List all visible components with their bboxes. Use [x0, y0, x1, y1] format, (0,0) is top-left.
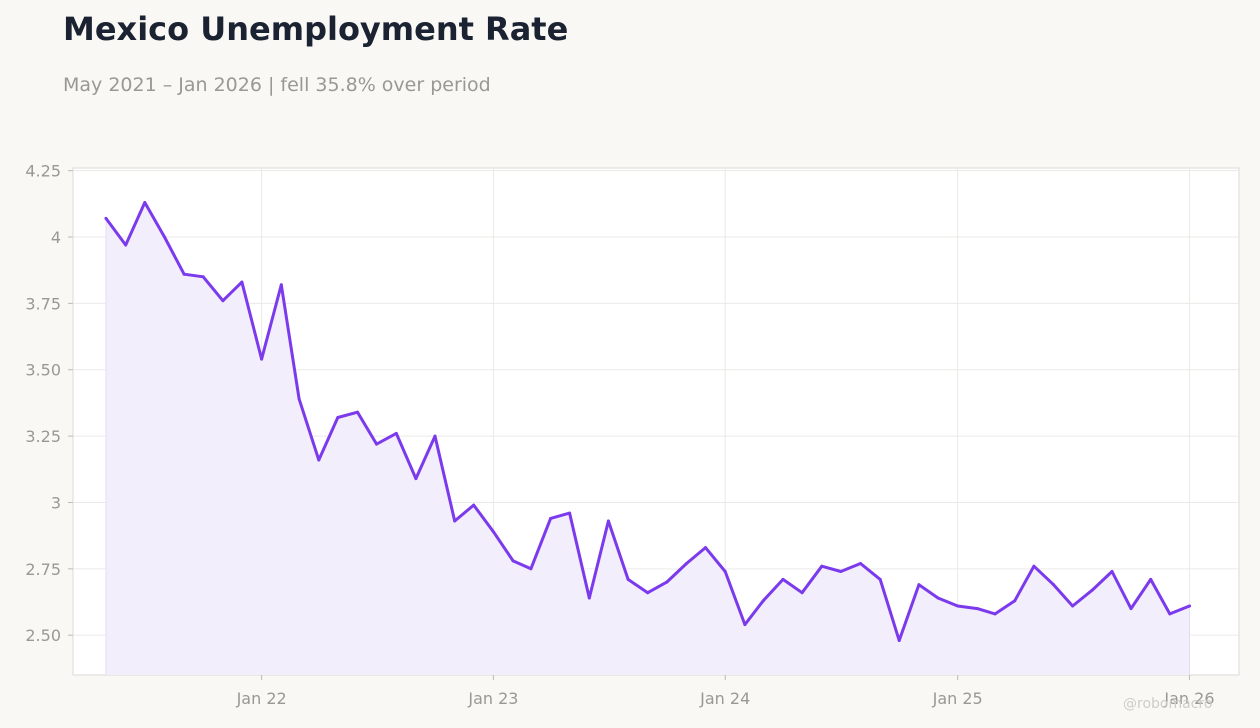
- data-point: [143, 201, 147, 204]
- data-point: [549, 516, 553, 520]
- data-point: [1110, 570, 1114, 573]
- x-tick-label: Jan 24: [699, 689, 750, 708]
- data-point: [1168, 612, 1172, 616]
- axis-labels: 4.25 4 3.75 3.50 3.25 3 2.75 2.50 Jan 22 Jan 23 Ja…: [25, 162, 1214, 708]
- data-point: [201, 275, 205, 279]
- data-point: [723, 570, 727, 573]
- x-tick-label: Jan 23: [467, 689, 518, 708]
- data-point: [878, 577, 882, 581]
- data-point: [781, 577, 785, 581]
- data-point: [317, 458, 321, 462]
- data-point: [336, 416, 340, 419]
- data-point: [1013, 599, 1017, 603]
- y-tick-label: 2.50: [25, 626, 61, 645]
- y-tick-label: 3: [51, 493, 61, 512]
- data-point: [529, 567, 533, 571]
- watermark: @robomacro: [1123, 696, 1213, 712]
- y-tick-label: 4: [51, 228, 61, 247]
- y-tick-label: 3.25: [25, 427, 61, 446]
- data-point: [104, 216, 108, 220]
- y-tick-label: 2.75: [25, 560, 61, 579]
- data-point: [897, 639, 901, 642]
- data-point: [587, 596, 591, 600]
- data-point: [1032, 564, 1036, 568]
- data-point: [279, 283, 283, 287]
- data-point: [1149, 577, 1153, 581]
- data-point: [511, 559, 515, 563]
- data-point: [859, 562, 862, 565]
- data-point: [453, 519, 457, 523]
- data-point: [1052, 583, 1056, 587]
- x-tick-label: Jan 25: [932, 689, 983, 708]
- data-point: [297, 397, 301, 401]
- data-point: [917, 583, 921, 587]
- data-point: [743, 623, 747, 627]
- data-point: [240, 280, 244, 284]
- data-point: [993, 612, 997, 616]
- data-point: [375, 442, 379, 446]
- area-fill: [106, 202, 1190, 675]
- data-point: [665, 580, 669, 584]
- data-point: [936, 596, 940, 600]
- series-line-layer: [104, 201, 1191, 642]
- data-point: [1090, 588, 1094, 592]
- data-point: [221, 299, 225, 303]
- data-point: [414, 477, 418, 481]
- y-tick-label: 4.25: [25, 162, 61, 181]
- data-point: [1071, 604, 1075, 608]
- data-point: [839, 570, 843, 573]
- data-point: [820, 564, 824, 568]
- data-point: [956, 604, 960, 608]
- data-point: [124, 243, 128, 247]
- chart-subtitle: May 2021 – Jan 2026 | fell 35.8% over pe…: [63, 74, 491, 96]
- data-point: [182, 272, 186, 276]
- data-point: [761, 599, 765, 603]
- data-point: [626, 577, 630, 581]
- data-point: [1129, 607, 1133, 611]
- data-point: [975, 607, 979, 611]
- data-point: [394, 431, 398, 435]
- data-point: [433, 434, 437, 438]
- data-point: [472, 503, 476, 507]
- data-point: [800, 591, 804, 595]
- data-point: [704, 546, 707, 550]
- data-point: [163, 235, 166, 239]
- data-point: [356, 410, 359, 414]
- x-tick-label: Jan 22: [236, 689, 287, 708]
- data-point: [685, 562, 688, 565]
- y-tick-label: 3.75: [25, 294, 61, 313]
- area-fill-layer: [105, 202, 1190, 675]
- data-point: [491, 530, 495, 534]
- data-point: [1188, 604, 1191, 608]
- y-tick-label: 3.50: [25, 361, 61, 380]
- data-point: [260, 357, 264, 361]
- data-point: [568, 511, 572, 515]
- data-point: [646, 591, 650, 595]
- data-point: [606, 519, 610, 523]
- chart-title: Mexico Unemployment Rate: [63, 10, 569, 48]
- x-tick-label: Jan 26: [1163, 689, 1214, 708]
